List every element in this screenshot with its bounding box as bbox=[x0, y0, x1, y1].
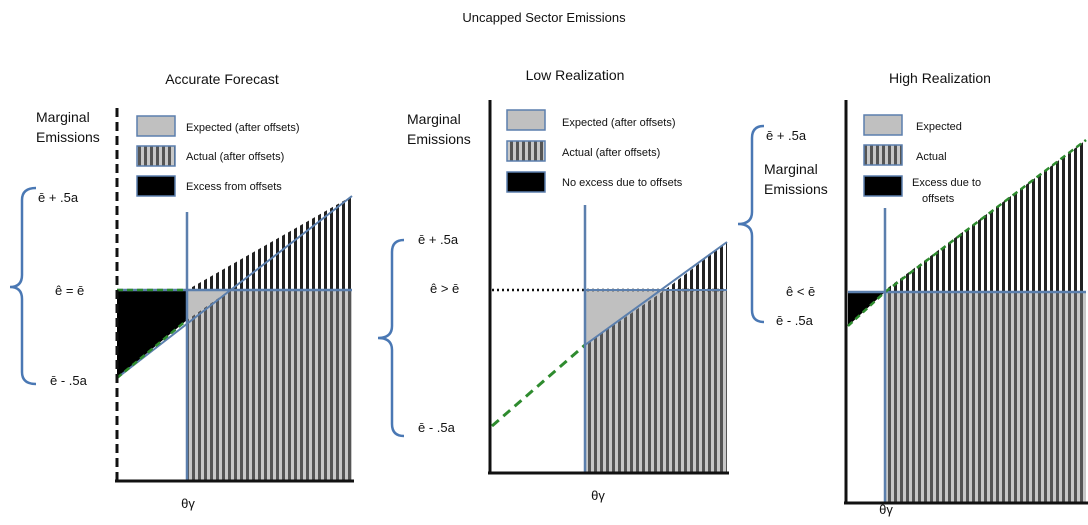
y-axis-label-line1: Marginal bbox=[764, 161, 818, 177]
panel-title: Accurate Forecast bbox=[165, 71, 279, 87]
panel-high-realization: High Realization Marginal Emissions Expe… bbox=[737, 70, 1088, 517]
range-brace bbox=[737, 124, 765, 324]
marginal-emissions-line bbox=[116, 195, 353, 379]
legend-label-excess: No excess due to offsets bbox=[562, 177, 683, 189]
label-expected: ê = ē bbox=[55, 283, 84, 298]
legend-label-excess: Excess from offsets bbox=[186, 181, 282, 193]
legend-label-excess: Excess due to bbox=[912, 177, 981, 189]
x-axis-label: θγ bbox=[181, 496, 195, 511]
label-expected: ê > ē bbox=[430, 281, 459, 296]
legend-label-expected: Expected (after offsets) bbox=[562, 117, 676, 129]
offset-dashed-line bbox=[491, 343, 586, 428]
panel-title: High Realization bbox=[889, 70, 991, 86]
label-upper: ē + .5a bbox=[38, 190, 79, 205]
legend-label-expected: Expected (after offsets) bbox=[186, 122, 300, 134]
legend-swatch-expected bbox=[506, 109, 546, 131]
panel-title: Low Realization bbox=[526, 67, 625, 83]
panel-low-realization: Low Realization Marginal Emissions Expec… bbox=[377, 67, 729, 503]
legend-swatch-excess bbox=[863, 175, 903, 197]
x-axis-label: θγ bbox=[591, 488, 605, 503]
marginal-emissions-line bbox=[584, 241, 728, 346]
legend-label-expected: Expected bbox=[916, 121, 962, 133]
legend-swatch-actual bbox=[136, 145, 176, 167]
legend-swatch-actual bbox=[863, 144, 903, 166]
x-axis-label: θγ bbox=[879, 502, 893, 517]
legend-swatch-excess bbox=[506, 171, 546, 193]
label-lower: ē - .5a bbox=[776, 313, 814, 328]
expected-triangle bbox=[187, 290, 230, 320]
figure-title: Uncapped Sector Emissions bbox=[462, 10, 626, 25]
label-upper: ē + .5a bbox=[418, 232, 459, 247]
panel-accurate-forecast: Accurate Forecast Marginal Emissions Exp… bbox=[9, 71, 354, 511]
marginal-emissions-line bbox=[884, 139, 1087, 293]
offset-dashed-line bbox=[116, 319, 188, 379]
y-axis-label-line2: Emissions bbox=[36, 129, 100, 145]
legend-label-actual: Actual (after offsets) bbox=[562, 147, 660, 159]
label-upper: ē + .5a bbox=[766, 128, 807, 143]
legend-swatch-excess bbox=[136, 175, 176, 197]
legend-swatch-expected bbox=[863, 114, 903, 136]
y-axis-label-line1: Marginal bbox=[36, 109, 90, 125]
y-axis-label-line2: Emissions bbox=[407, 131, 471, 147]
excess-area bbox=[117, 290, 187, 378]
legend-swatch-actual bbox=[506, 140, 546, 162]
range-brace bbox=[377, 238, 405, 438]
legend-label-excess-line2: offsets bbox=[922, 193, 955, 205]
actual-area bbox=[885, 292, 1086, 502]
label-expected: ê < ē bbox=[786, 284, 815, 299]
legend-label-actual: Actual (after offsets) bbox=[186, 151, 284, 163]
actual-area bbox=[585, 290, 727, 472]
legend-swatch-expected bbox=[136, 115, 176, 137]
offset-dashed-line bbox=[847, 291, 886, 327]
label-lower: ē - .5a bbox=[418, 420, 456, 435]
y-axis-label-line1: Marginal bbox=[407, 111, 461, 127]
range-brace bbox=[9, 186, 37, 386]
y-axis-label-line2: Emissions bbox=[764, 181, 828, 197]
label-lower: ē - .5a bbox=[50, 373, 88, 388]
actual-area-under-expected bbox=[187, 290, 352, 480]
legend-label-actual: Actual bbox=[916, 151, 947, 163]
